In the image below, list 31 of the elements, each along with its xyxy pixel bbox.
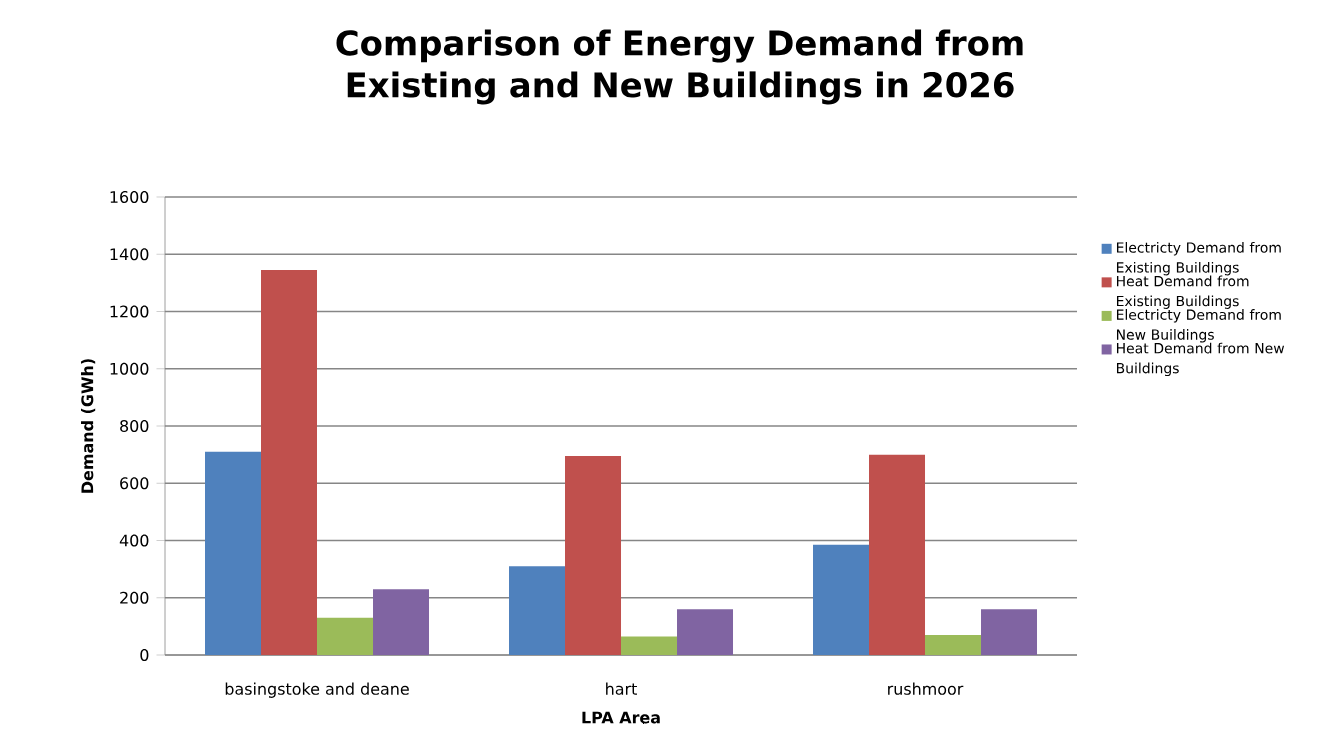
legend-label: Heat Demand from Existing Buildings bbox=[1116, 275, 1249, 309]
bar bbox=[261, 269, 317, 655]
y-tick-label: 0 bbox=[140, 648, 149, 662]
bar bbox=[373, 589, 430, 655]
bar bbox=[981, 609, 1038, 655]
bar bbox=[677, 609, 734, 655]
x-tick-label: rushmoor bbox=[888, 682, 964, 695]
y-tick-label: 1200 bbox=[110, 305, 149, 318]
x-tick-label: basingstoke and deane bbox=[225, 682, 409, 698]
y-tick-label: 800 bbox=[120, 419, 149, 433]
y-tick-label: 200 bbox=[120, 591, 149, 604]
legend-label: Electricty Demand from New Buildings bbox=[1116, 309, 1281, 343]
y-tick-label: 400 bbox=[119, 534, 149, 547]
x-axis-title: LPA Area bbox=[582, 711, 660, 724]
legend-label: Heat Demand from New Buildings bbox=[1116, 342, 1285, 377]
bar bbox=[813, 544, 870, 655]
bar bbox=[205, 451, 261, 655]
y-tick-label: 1600 bbox=[110, 190, 149, 204]
bar bbox=[509, 566, 566, 655]
bar bbox=[565, 456, 622, 655]
bar bbox=[869, 454, 926, 655]
bar bbox=[621, 636, 678, 655]
chart-title: Comparison of Energy Demand from Existing and New Buildings in 2026 bbox=[336, 29, 1023, 105]
y-tick-label: 1400 bbox=[110, 248, 149, 261]
y-tick-label: 1000 bbox=[110, 362, 149, 375]
y-tick-label: 600 bbox=[120, 477, 149, 490]
bar bbox=[925, 634, 982, 655]
x-tick-label: hart bbox=[606, 682, 637, 695]
legend-label: Electricty Demand from Existing Buildings bbox=[1116, 242, 1281, 276]
y-axis-title: Demand (GWh) bbox=[81, 359, 96, 493]
bar bbox=[317, 617, 374, 655]
